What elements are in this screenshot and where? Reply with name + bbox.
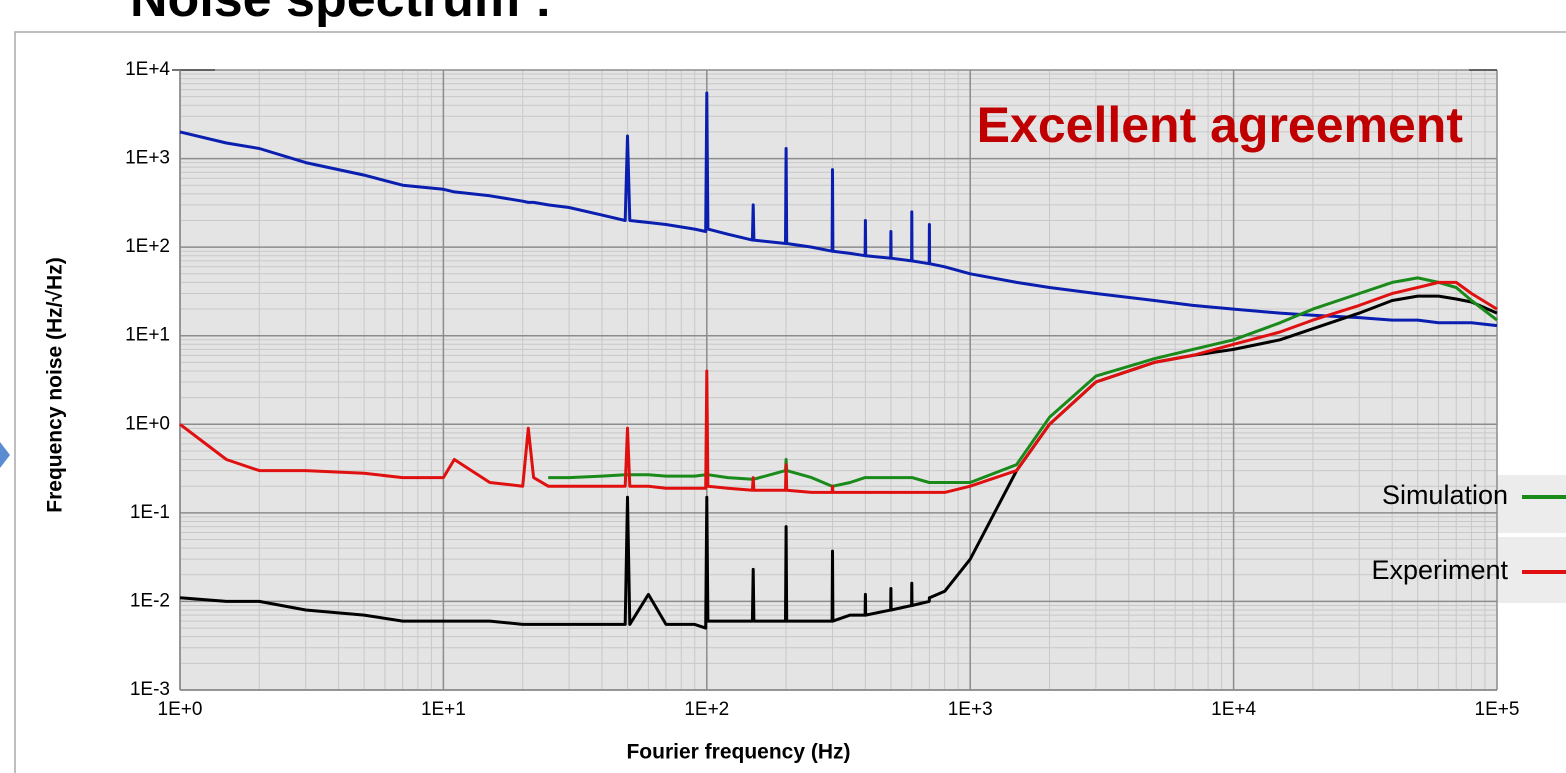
frame	[14, 31, 1566, 773]
x-tick-label: 1E+0	[158, 699, 203, 720]
x-axis-label: Fourier frequency (Hz)	[626, 741, 850, 764]
arrow-icon	[0, 442, 10, 468]
y-tick-label: 1E+2	[125, 236, 170, 257]
y-tick-label: 1E-3	[130, 679, 170, 700]
y-tick-label: 1E+3	[125, 148, 170, 169]
chart-title: Noise spectrum :	[130, 0, 552, 28]
x-tick-label: 1E+1	[421, 699, 466, 720]
y-tick-label: 1E-2	[130, 590, 170, 611]
y-tick-label: 1E-1	[130, 502, 170, 523]
plot-area	[180, 70, 1497, 690]
x-tick-label: 1E+2	[684, 699, 729, 720]
y-axis-label: Frequency noise (Hz/√Hz)	[44, 257, 67, 512]
legend-label: Experiment	[1371, 555, 1508, 585]
y-tick-label: 1E+0	[125, 413, 170, 434]
x-tick-label: 1E+4	[1211, 699, 1256, 720]
x-tick-label: 1E+3	[948, 699, 993, 720]
annotation: Excellent agreement	[977, 97, 1464, 153]
series-line	[179, 280, 1498, 494]
y-tick-label: 1E+4	[125, 59, 170, 80]
series-line	[179, 91, 1498, 328]
x-tick-label: 1E+5	[1475, 699, 1520, 720]
y-tick-label: 1E+1	[125, 325, 170, 346]
series-line	[548, 276, 1498, 488]
legend-label: Simulation	[1382, 480, 1508, 510]
